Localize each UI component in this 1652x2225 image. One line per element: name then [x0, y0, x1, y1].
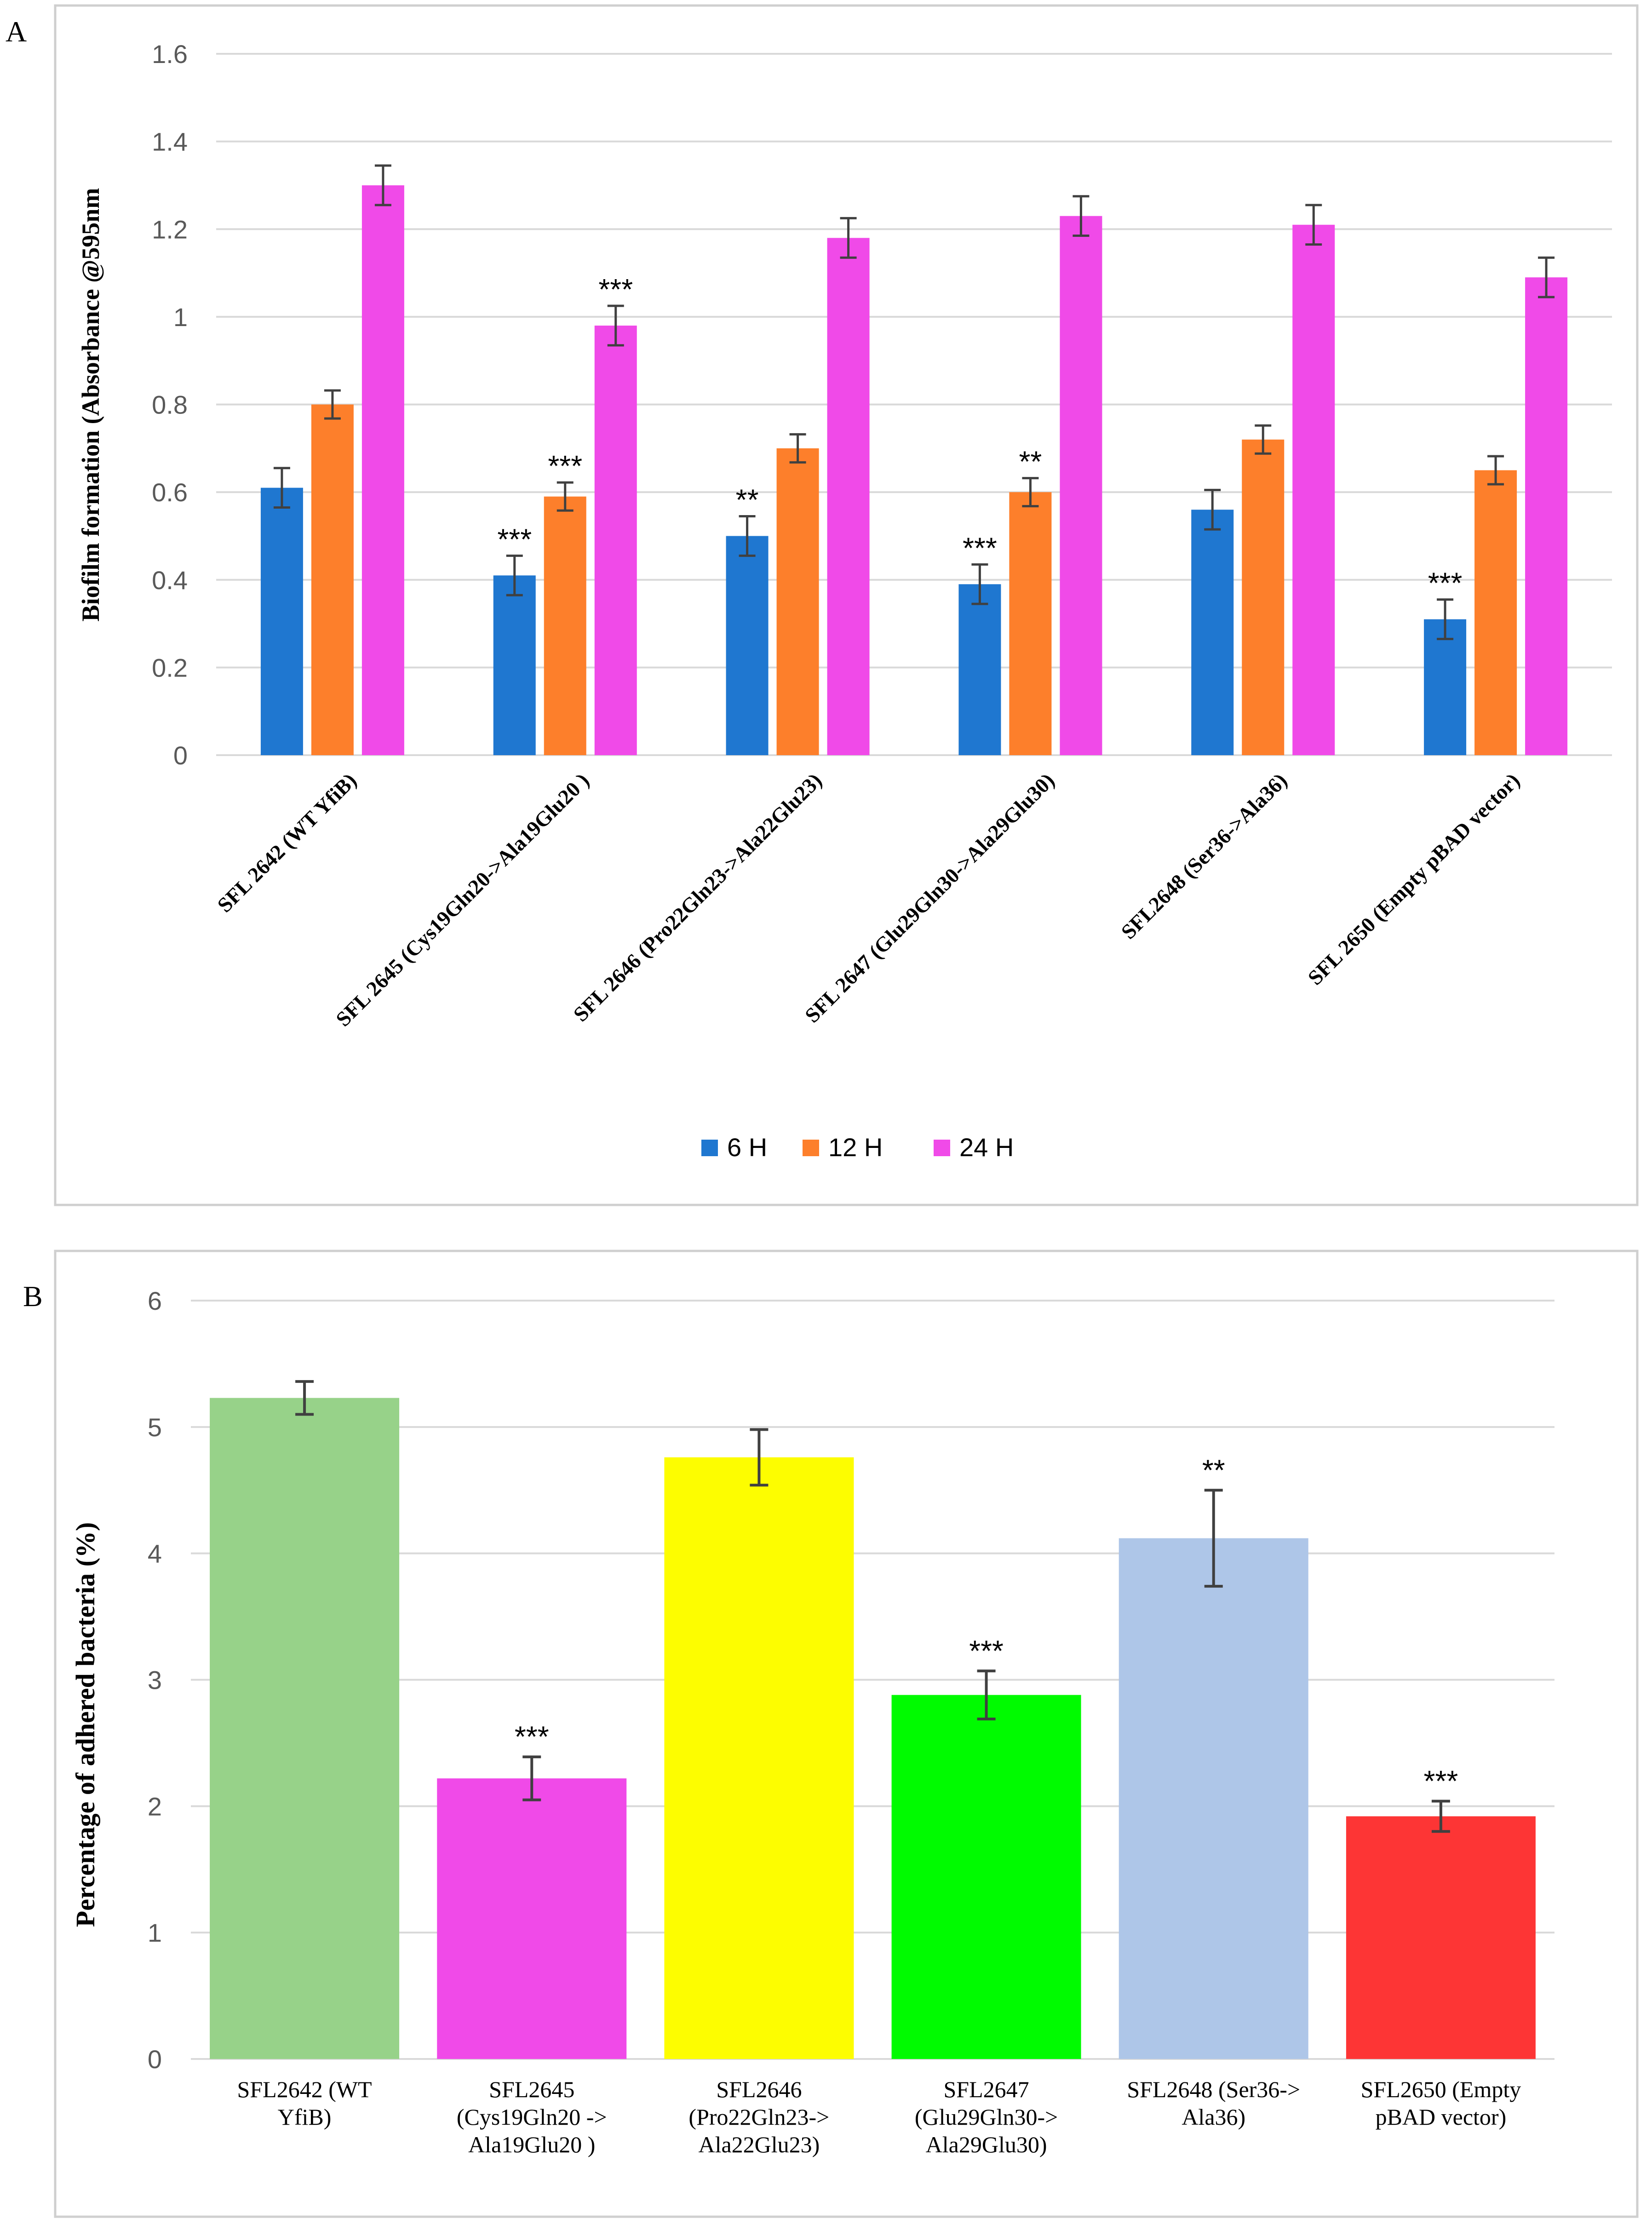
- panel-a-error-bars: [273, 164, 1555, 640]
- significance-label: ***: [548, 449, 582, 482]
- significance-label: ***: [963, 531, 997, 564]
- x-tick-label: SFL2646 (Pro22Gln23-> Ala22Glu23): [688, 2076, 829, 2157]
- y-tick-label: 1: [148, 1918, 162, 1947]
- panel-b-error-bars: [295, 1380, 1450, 1833]
- bar: [210, 1398, 400, 2059]
- panel-b-y-axis-label: Percentage of adhered bacteria (%): [70, 1522, 100, 1927]
- panel-b-x-tick-labels: SFL2642 (WT YfiB) SFL2645 (Cys19Gln20 -> Ala…: [237, 2076, 1521, 2157]
- panel-b-bars: [210, 1398, 1536, 2059]
- panel-a-border: [54, 4, 1639, 1206]
- bar: [664, 1457, 854, 2059]
- x-tick-label: SFL 2647 (Glu29Gln30->Ala29Glu30): [800, 768, 1059, 1027]
- bar: [1424, 619, 1467, 755]
- x-tick-label: SFL2648 (Ser36->Ala36): [1117, 768, 1292, 944]
- bar: [827, 238, 870, 755]
- bar: [726, 536, 769, 755]
- bar: [1060, 216, 1102, 755]
- significance-label: ***: [1424, 1764, 1458, 1797]
- x-tick-label: SFL2645 (Cys19Gln20 -> Ala19Glu20 ): [457, 2076, 607, 2157]
- y-tick-label: 1.6: [152, 40, 188, 69]
- y-tick-label: 0.4: [152, 566, 188, 595]
- bar: [311, 404, 354, 755]
- legend-entry: 12 H: [828, 1133, 883, 1162]
- y-tick-label: 0: [173, 741, 188, 770]
- legend-entry: 6 H: [727, 1133, 767, 1162]
- legend-swatch: [934, 1140, 950, 1156]
- significance-label: **: [1019, 445, 1042, 478]
- significance-label: ***: [1428, 567, 1463, 600]
- x-tick-label: SFL2647 (Glu29Gln30-> Ala29Glu30): [915, 2076, 1058, 2157]
- y-tick-label: 5: [148, 1413, 162, 1442]
- y-tick-label: 0: [148, 2045, 162, 2074]
- panel-b-border: [54, 1250, 1639, 2218]
- legend-entry: 24 H: [959, 1133, 1014, 1162]
- panel-a-legend: 6 H 12 H 24 H: [701, 1133, 1014, 1162]
- bar: [1474, 470, 1517, 755]
- x-tick-label: SFL 2650 (Empty pBAD vector): [1303, 768, 1525, 990]
- panel-a-x-tick-labels: SFL 2642 (WT YfiB)SFL 2645 (Cys19Gln20->…: [212, 768, 1524, 1031]
- panel-b-significance-labels: ***********: [515, 1453, 1458, 1797]
- x-tick-label: SFL2642 (WT YfiB): [237, 2076, 372, 2130]
- y-tick-label: 0.8: [152, 390, 188, 419]
- significance-label: ***: [497, 522, 532, 556]
- panel-b-gridlines: [191, 1300, 1554, 2060]
- y-tick-label: 0.2: [152, 653, 188, 682]
- bar: [594, 325, 637, 755]
- panel-a-significance-labels: *******************: [497, 273, 1462, 600]
- bar: [1119, 1538, 1308, 2059]
- panel-a-y-tick-labels: 0 0.2 0.4 0.6 0.8 1 1.2 1.4 1.6: [152, 40, 188, 770]
- y-tick-label: 6: [148, 1286, 162, 1315]
- bar: [1242, 439, 1285, 755]
- bar: [1191, 510, 1234, 755]
- panel-a-bars: [260, 185, 1568, 755]
- significance-label: ***: [515, 1720, 549, 1753]
- bar: [891, 1695, 1081, 2059]
- bar: [1525, 277, 1568, 755]
- y-tick-label: 1: [173, 303, 188, 332]
- y-tick-label: 2: [148, 1792, 162, 1821]
- panel-b-y-tick-labels: 0 1 2 3 4 5 6: [148, 1286, 162, 2074]
- panel-a-label: A: [6, 15, 27, 48]
- bar: [1292, 224, 1335, 755]
- bar: [1346, 1816, 1536, 2059]
- bar: [776, 448, 819, 755]
- x-tick-label: SFL2648 (Ser36->Ala36): [1127, 2076, 1300, 2130]
- legend-swatch: [803, 1140, 819, 1156]
- y-tick-label: 3: [148, 1666, 162, 1695]
- y-tick-label: 1.2: [152, 215, 188, 244]
- significance-label: ***: [598, 273, 633, 306]
- panel-b-label: B: [23, 1280, 43, 1313]
- bar: [361, 185, 404, 755]
- panel-a-y-axis-label: Biofilm formation (Absorbance @595nm: [77, 188, 104, 622]
- panel-a: A 00.20.40.60.811.21.41.6 **************…: [6, 4, 1639, 1206]
- bar: [437, 1778, 627, 2059]
- y-tick-label: 0.6: [152, 478, 188, 507]
- bar: [260, 487, 303, 755]
- x-tick-label: SFL2650 (Empty pBAD vector): [1361, 2076, 1521, 2130]
- panel-a-gridlines: [216, 53, 1612, 756]
- y-tick-label: 1.4: [152, 127, 188, 156]
- significance-label: ***: [969, 1634, 1004, 1667]
- bar: [1009, 492, 1052, 755]
- x-tick-label: SFL 2646 (Pro22Gln23->Ala22Glu23): [569, 768, 826, 1026]
- bar: [958, 584, 1001, 755]
- significance-label: **: [1202, 1453, 1225, 1486]
- x-tick-label: SFL 2645 (Cys19Gln20->Ala19Glu20 ): [331, 768, 594, 1031]
- bar: [493, 575, 536, 755]
- significance-label: **: [736, 483, 759, 516]
- bar: [544, 496, 586, 755]
- y-tick-label: 4: [148, 1539, 162, 1568]
- legend-swatch: [701, 1140, 718, 1156]
- x-tick-label: SFL 2642 (WT YfiB): [212, 768, 361, 917]
